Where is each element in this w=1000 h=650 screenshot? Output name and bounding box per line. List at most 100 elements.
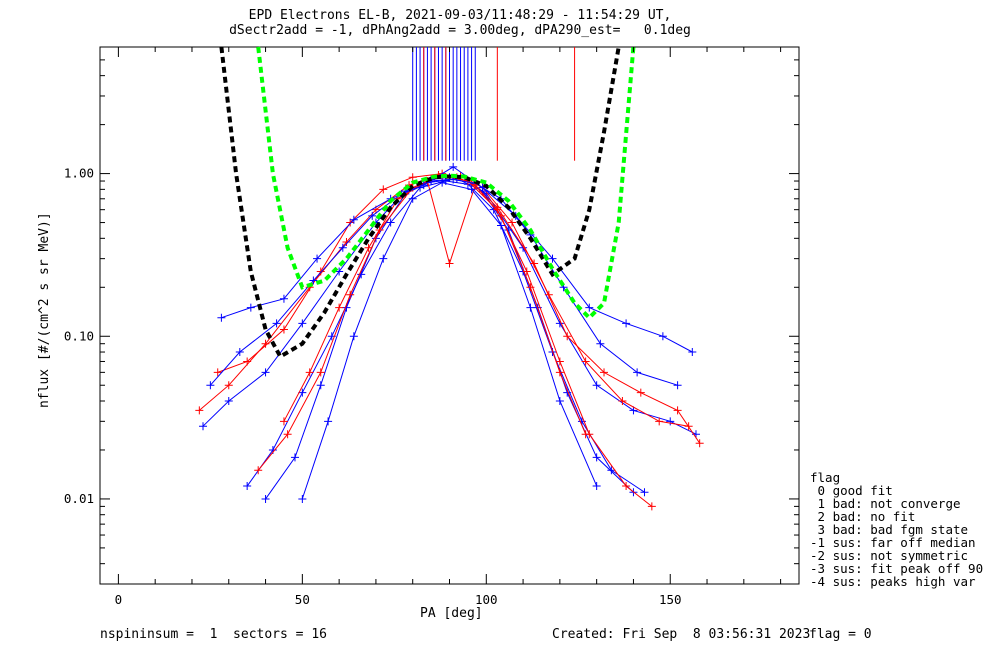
legend-item: -2 sus: not symmetric — [810, 548, 969, 563]
data-point — [508, 218, 517, 227]
y-tick-label: 0.10 — [64, 328, 94, 343]
x-tick-label: 100 — [475, 592, 498, 607]
data-point — [224, 381, 233, 390]
data-point — [493, 205, 502, 214]
fit-curve — [219, 46, 621, 360]
data-point — [600, 368, 609, 377]
data-point — [298, 319, 307, 328]
data-point — [261, 494, 270, 503]
footer-spin-info: nspininsum = 1 sectors = 16 — [100, 627, 327, 642]
data-point — [213, 368, 222, 377]
data-point — [279, 417, 288, 426]
fit-curve — [256, 46, 636, 321]
series-line — [257, 175, 653, 507]
data-point — [254, 466, 263, 475]
chart-subtitle: dSectr2add = -1, dPhAng2add = 3.00deg, d… — [229, 23, 691, 38]
data-point — [279, 294, 288, 303]
data-point — [235, 348, 244, 357]
data-point — [526, 303, 535, 312]
data-point — [445, 259, 454, 268]
data-point — [585, 303, 594, 312]
data-point — [640, 488, 649, 497]
data-point — [195, 406, 204, 415]
data-point — [596, 339, 605, 348]
y-tick-label: 1.00 — [64, 166, 94, 181]
data-point — [217, 313, 226, 322]
data-point — [666, 417, 675, 426]
data-point — [633, 368, 642, 377]
data-point — [379, 254, 388, 263]
data-point — [261, 339, 270, 348]
data-point — [419, 181, 428, 190]
legend-item: 2 bad: no fit — [810, 509, 916, 524]
series-line — [265, 178, 634, 500]
data-point — [622, 319, 631, 328]
legend-title: flag — [810, 470, 841, 485]
data-point — [243, 482, 252, 491]
data-point — [335, 303, 344, 312]
y-tick-label: 0.01 — [64, 491, 94, 506]
series-line — [202, 176, 697, 435]
data-point — [592, 482, 601, 491]
chart-title: EPD Electrons EL-B, 2021-09-03/11:48:29 … — [248, 8, 672, 23]
data-point — [324, 417, 333, 426]
data-point — [279, 325, 288, 334]
data-point — [497, 221, 506, 230]
data-point — [555, 357, 564, 366]
legend-item: 3 bad: bad fgm state — [810, 522, 969, 537]
flag-legend: flag 0 good fit 1 bad: not converge 2 ba… — [810, 471, 983, 588]
y-axis-label: nflux [#/(cm^2 s sr MeV)] — [37, 212, 52, 408]
footer-created: Created: Fri Sep 8 03:56:31 2023 — [552, 627, 811, 642]
x-tick-label: 150 — [659, 592, 682, 607]
data-point — [581, 357, 590, 366]
data-point — [316, 381, 325, 390]
data-point — [313, 254, 322, 263]
legend-item: 0 good fit — [810, 483, 893, 498]
data-point — [272, 319, 281, 328]
legend-item: -4 sus: peaks high var — [810, 574, 976, 589]
x-tick-label: 50 — [295, 592, 310, 607]
peak-markers — [412, 47, 576, 161]
data-point — [622, 482, 631, 491]
data-point — [298, 494, 307, 503]
footer-flag: flag = 0 — [809, 627, 872, 642]
data-point — [629, 406, 638, 415]
data-point — [199, 422, 208, 431]
legend-item: -1 sus: far off median — [810, 535, 976, 550]
data-point — [673, 406, 682, 415]
data-point — [316, 368, 325, 377]
data-point — [338, 243, 347, 252]
axes: 0 50 100 150 0.01 0.10 1.00 — [64, 46, 799, 607]
data-point — [206, 381, 215, 390]
data-point — [655, 417, 664, 426]
data-point — [438, 178, 447, 187]
data-point — [342, 237, 351, 246]
data-point — [246, 303, 255, 312]
data-point — [364, 243, 373, 252]
data-point — [309, 276, 318, 285]
data-point — [346, 290, 355, 299]
data-point — [673, 381, 682, 390]
data-point — [298, 388, 307, 397]
data-point — [283, 430, 292, 439]
data-point — [497, 211, 506, 220]
legend-item: -3 sus: fit peak off 90 — [810, 561, 984, 576]
legend-item: 1 bad: not converge — [810, 496, 961, 511]
data-point — [305, 368, 314, 377]
data-point — [618, 396, 627, 405]
data-point — [449, 162, 458, 171]
series-line — [210, 178, 678, 386]
data-point — [555, 368, 564, 377]
data-point — [548, 254, 557, 263]
fit-curves — [219, 46, 636, 360]
data-point — [408, 173, 417, 182]
data-point — [592, 453, 601, 462]
data-point — [544, 290, 553, 299]
data-point — [467, 185, 476, 194]
data-point — [592, 381, 601, 390]
data-point — [349, 215, 358, 224]
data-point — [555, 396, 564, 405]
data-point — [349, 332, 358, 341]
data-point — [261, 368, 270, 377]
